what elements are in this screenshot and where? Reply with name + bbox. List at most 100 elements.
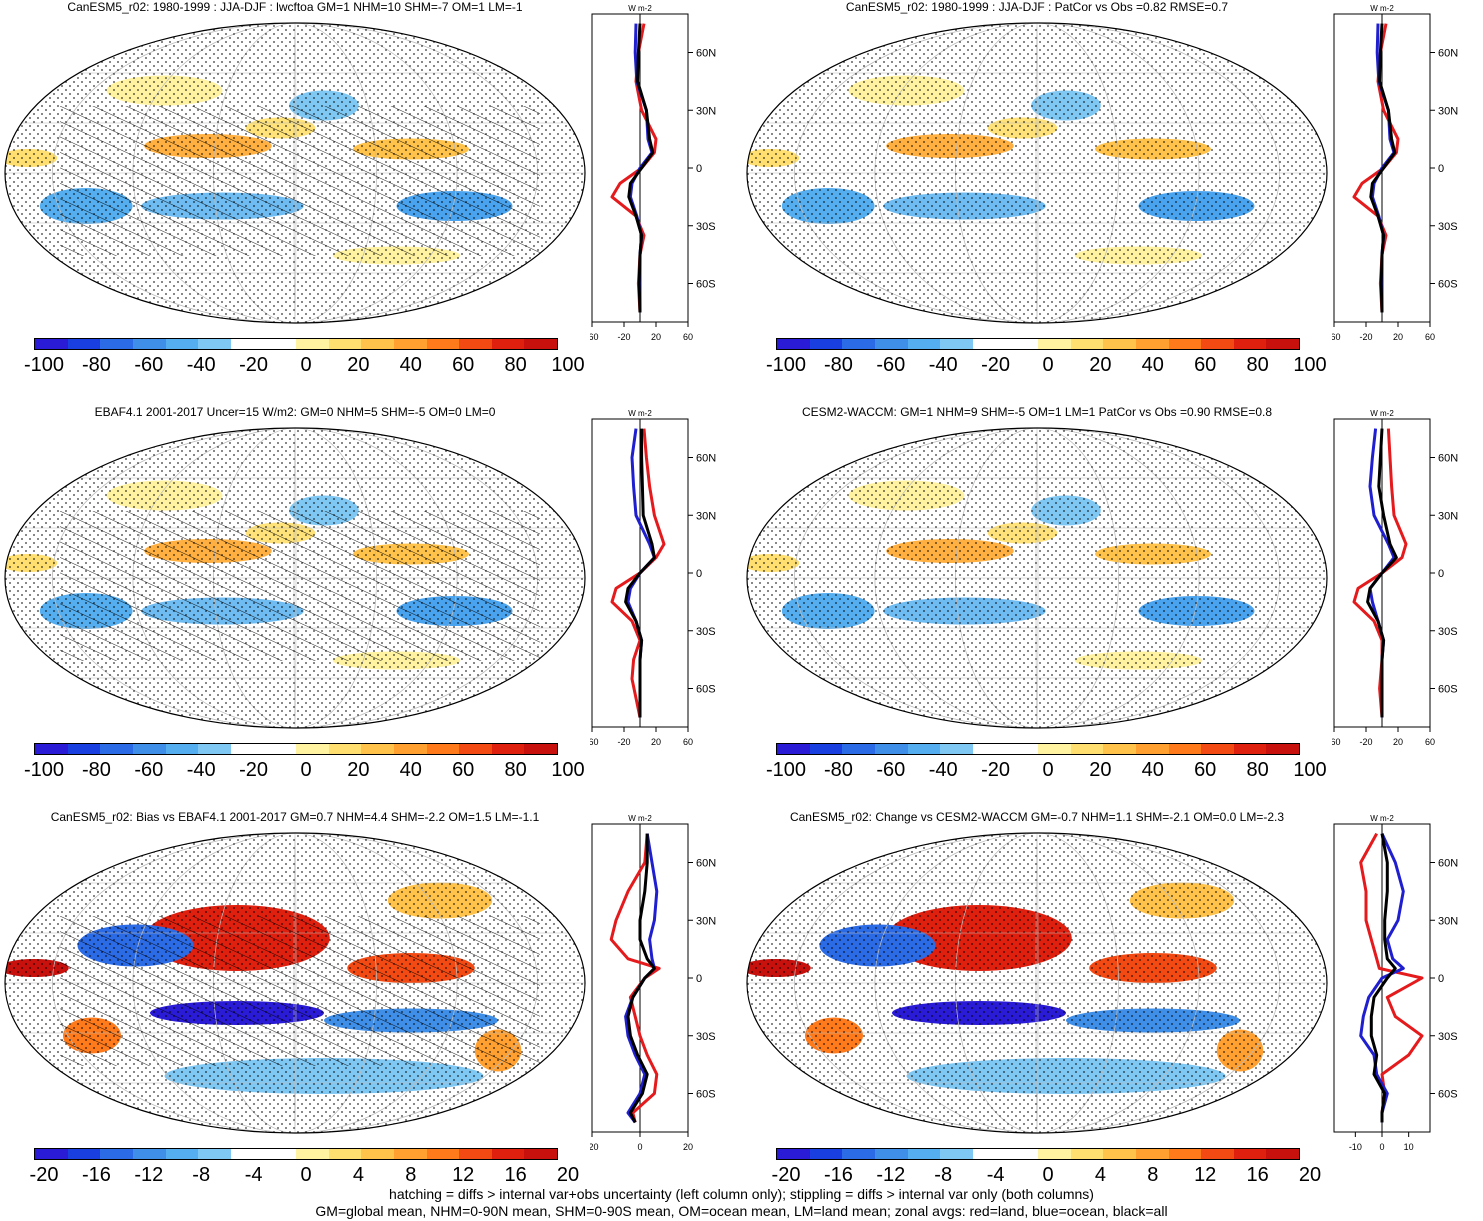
colorbar [776, 743, 1300, 755]
colorbar-tick-label: 8 [1147, 1164, 1159, 1186]
latitude-tick-label: 60S [1438, 279, 1458, 291]
latitude-tick-label: 30N [1438, 510, 1458, 522]
colorbar-swatch [328, 1149, 362, 1159]
colorbar-swatch [165, 1149, 199, 1159]
colorbar-swatch [230, 1149, 264, 1159]
colorbar-swatch [1201, 744, 1234, 754]
colorbar-swatch [874, 1149, 908, 1159]
colorbar-tick-label: 4 [1094, 1164, 1106, 1186]
zonal-x-tick-label: -10 [1349, 1142, 1362, 1152]
colorbar-swatch [230, 744, 264, 754]
colorbar-tick-label: -60 [134, 354, 164, 376]
colorbar-tick-label: 100 [1293, 354, 1327, 376]
colorbar-tick-label: 0 [300, 1164, 312, 1186]
colorbar-swatch [263, 339, 296, 349]
zonal-x-tick-label: -60 [1332, 737, 1341, 747]
colorbar-tick-label: -4 [986, 1164, 1005, 1186]
zonal-x-tick-label: -20 [1359, 737, 1372, 747]
colorbar-swatch [361, 744, 394, 754]
colorbar-tick-label: 60 [452, 759, 475, 781]
colorbar-tick-label: -20 [239, 354, 269, 376]
zonal-x-tick-label: -60 [590, 332, 599, 342]
latitude-tick-label: 0 [696, 163, 702, 175]
map [4, 22, 586, 324]
map [746, 832, 1328, 1134]
zonal-unit-label: W m-2 [1370, 409, 1394, 418]
colorbar-tick-label: 0 [300, 759, 312, 781]
colorbar-swatch [361, 339, 394, 349]
colorbar-labels: -100 -80 -60 -40 -20 0 20 40 60 80 100 [24, 354, 585, 376]
zonal-x-tick-label: -20 [590, 1142, 599, 1152]
colorbar-tick-label: -40 [928, 354, 958, 376]
colorbar-swatch [132, 1149, 166, 1159]
latitude-tick-label: 30N [1438, 105, 1458, 117]
colorbar-tick-label: 60 [1194, 354, 1217, 376]
colorbar-tick-label: -80 [823, 759, 853, 781]
panel-5: CanESM5_r02: Bias vs EBAF4.1 2001-2017 G… [0, 810, 740, 1214]
panel-1: CanESM5_r02: 1980-1999 : JJA-DJF : lwcft… [0, 0, 740, 404]
colorbar-swatch [296, 1149, 329, 1159]
map [746, 22, 1328, 324]
colorbar-tick-label: -80 [81, 354, 111, 376]
colorbar-swatch [1168, 744, 1202, 754]
colorbar-swatch [1168, 339, 1202, 349]
colorbar-tick-label: -12 [134, 1164, 164, 1186]
latitude-tick-label: 60S [696, 279, 716, 291]
colorbar [776, 1148, 1300, 1160]
panel-title: CESM2-WACCM: GM=1 NHM=9 SHM=-5 OM=1 LM=1… [801, 405, 1273, 419]
colorbar-swatch [524, 744, 557, 754]
colorbar-swatch [198, 339, 231, 349]
colorbar-tick-label: 80 [504, 759, 527, 781]
zonal-x-tick-label: -60 [1332, 332, 1341, 342]
colorbar [34, 338, 558, 350]
colorbar-tick-label: -16 [81, 1164, 111, 1186]
colorbar-swatch [1070, 1149, 1104, 1159]
map-boundary [4, 427, 586, 729]
colorbar-tick-label: -20 [239, 759, 269, 781]
latitude-tick-label: 30N [696, 510, 716, 522]
latitude-tick-label: 0 [1438, 568, 1444, 580]
zonal-x-tick-label: 60 [683, 332, 693, 342]
zonal-x-tick-label: 10 [1404, 1142, 1414, 1152]
zonal-x-tick-label: 20 [651, 332, 661, 342]
latitude-tick-label: 60S [696, 1089, 716, 1101]
colorbar-swatch [426, 1149, 460, 1159]
zonal-x-tick-label: -20 [617, 737, 630, 747]
colorbar-swatch [809, 339, 843, 349]
colorbar-tick-label: -4 [244, 1164, 263, 1186]
colorbar-swatch [1233, 339, 1267, 349]
colorbar-tick-label: -100 [765, 354, 807, 376]
map-boundary [4, 832, 586, 1134]
colorbar-tick-label: 0 [1042, 354, 1054, 376]
zonal-x-tick-label: 60 [1425, 737, 1435, 747]
map-boundary [746, 22, 1328, 324]
colorbar [34, 743, 558, 755]
colorbar-swatch [809, 744, 843, 754]
colorbar-tick-label: 20 [347, 759, 370, 781]
colorbar-swatch [263, 744, 296, 754]
colorbar-swatch [165, 744, 199, 754]
colorbar-tick-label: 8 [405, 1164, 417, 1186]
latitude-tick-label: 60N [1438, 453, 1458, 465]
colorbar-tick-label: 20 [1089, 759, 1112, 781]
zonal-unit-label: W m-2 [1370, 814, 1394, 823]
latitude-tick-label: 0 [696, 973, 702, 985]
colorbar-tick-label: 80 [1246, 759, 1269, 781]
colorbar-tick-label: 20 [1089, 354, 1112, 376]
zonal-x-tick-label: 20 [651, 737, 661, 747]
colorbar-swatch [393, 1149, 427, 1159]
colorbar-swatch [1038, 339, 1071, 349]
latitude-tick-label: 0 [1438, 163, 1444, 175]
colorbar-swatch [328, 744, 362, 754]
colorbar-tick-label: 60 [452, 354, 475, 376]
colorbar-swatch [1005, 339, 1038, 349]
zonal-series-all [1369, 833, 1397, 1123]
colorbar-swatch [1201, 1149, 1234, 1159]
colorbar-swatch [100, 1149, 133, 1159]
colorbar-tick-label: 40 [1141, 759, 1164, 781]
colorbar-swatch [296, 339, 329, 349]
colorbar-swatch [459, 339, 492, 349]
colorbar-tick-label: 60 [1194, 759, 1217, 781]
colorbar-swatch [809, 1149, 843, 1159]
figure-caption: hatching = diffs > internal var+obs unce… [0, 1186, 1483, 1220]
